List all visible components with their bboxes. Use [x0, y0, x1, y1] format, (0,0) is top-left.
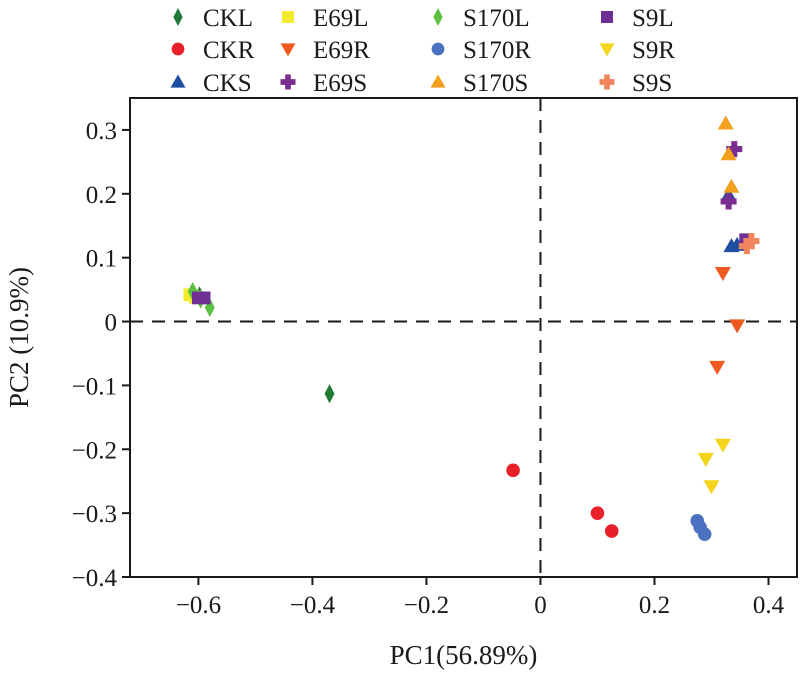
point-s170s — [720, 146, 737, 161]
y-axis-label: PC2 (10.9%) — [4, 267, 34, 408]
legend-marker-ckr — [171, 42, 185, 56]
point-s170s — [723, 178, 740, 193]
legend-label: S9S — [632, 70, 672, 97]
y-tick-label: −0.1 — [72, 373, 117, 400]
legend-marker-ckl — [173, 8, 183, 26]
legend-item-ckl: CKL — [173, 5, 253, 32]
x-tick-label: 0.4 — [753, 592, 785, 619]
legend-marker-e69s — [280, 74, 296, 90]
x-tick-label: 0 — [534, 592, 547, 619]
legend-item-s170s: S170S — [430, 70, 528, 97]
point-e69s — [726, 141, 743, 158]
legend-label: E69L — [313, 5, 369, 32]
legend-item-s9r: S9R — [599, 37, 675, 64]
point-s9r — [714, 438, 731, 453]
y-tick-label: −0.2 — [72, 437, 117, 464]
legend-item-s9s: S9S — [599, 70, 672, 97]
y-tick-label: 0.3 — [86, 118, 117, 145]
x-tick-label: 0.2 — [639, 592, 670, 619]
legend-label: S9L — [632, 5, 674, 32]
x-axis-ticks: −0.6 −0.4 −0.2 0 0.2 0.4 — [176, 577, 785, 619]
legend-item-e69l: E69L — [282, 5, 369, 32]
point-e69r — [709, 360, 726, 375]
x-axis-label: PC1(56.89%) — [390, 640, 538, 670]
point-s9s — [738, 238, 755, 255]
point-ckr — [590, 506, 605, 520]
point-ckr — [506, 463, 520, 478]
legend-marker-e69r — [280, 43, 296, 57]
point-s9r — [703, 480, 720, 495]
legend-marker-s170r — [431, 42, 445, 56]
legend-label: CKL — [203, 5, 253, 32]
point-ckl — [324, 384, 335, 404]
point-s9s — [743, 233, 760, 250]
legend-item-ckr: CKR — [171, 37, 255, 64]
legend-label: S9R — [632, 37, 675, 64]
legend-item-s170r: S170R — [431, 37, 531, 64]
legend-item-s9l: S9L — [601, 5, 674, 32]
x-tick-label: −0.2 — [404, 592, 449, 619]
legend-marker-s170l — [433, 8, 443, 26]
legend-marker-s9l — [601, 11, 613, 23]
legend-marker-s9s — [599, 74, 615, 90]
data-points — [183, 115, 760, 542]
x-tick-label: −0.4 — [290, 592, 336, 619]
legend-item-s170l: S170L — [433, 5, 530, 32]
legend-item-e69r: E69R — [280, 37, 370, 64]
legend-label: S170L — [463, 5, 530, 32]
legend-marker-cks — [170, 74, 186, 88]
y-tick-label: 0 — [105, 310, 118, 337]
y-tick-label: 0.2 — [86, 182, 117, 209]
legend-label: E69S — [313, 70, 367, 97]
point-s170r — [697, 527, 712, 542]
y-tick-label: 0.1 — [86, 246, 117, 273]
point-s9r — [697, 452, 714, 467]
legend-label: CKR — [203, 37, 255, 64]
y-tick-label: −0.4 — [72, 565, 118, 592]
y-tick-label: −0.3 — [72, 501, 117, 528]
legend-item-e69s: E69S — [280, 70, 367, 97]
point-ckr — [604, 524, 619, 538]
point-s9l — [197, 291, 211, 305]
point-e69r — [714, 266, 731, 281]
y-axis-ticks: −0.4 −0.3 −0.2 −0.1 0 0.1 0.2 0.3 — [72, 118, 130, 592]
legend-label: S170R — [463, 37, 531, 64]
legend-label: S170S — [463, 70, 528, 97]
point-s170s — [717, 115, 734, 130]
point-e69r — [729, 319, 746, 334]
legend: CKL CKR CKS E69L E69R E69S S170L S170R S170S S9L S… — [170, 5, 675, 97]
legend-label: E69R — [313, 37, 370, 64]
point-e69s — [720, 193, 737, 210]
legend-marker-e69l — [282, 11, 294, 23]
legend-label: CKS — [203, 70, 252, 97]
legend-item-cks: CKS — [170, 70, 252, 97]
legend-marker-s170s — [430, 74, 446, 88]
x-tick-label: −0.6 — [176, 592, 221, 619]
legend-marker-s9r — [599, 43, 615, 57]
plot-frame — [129, 97, 798, 578]
